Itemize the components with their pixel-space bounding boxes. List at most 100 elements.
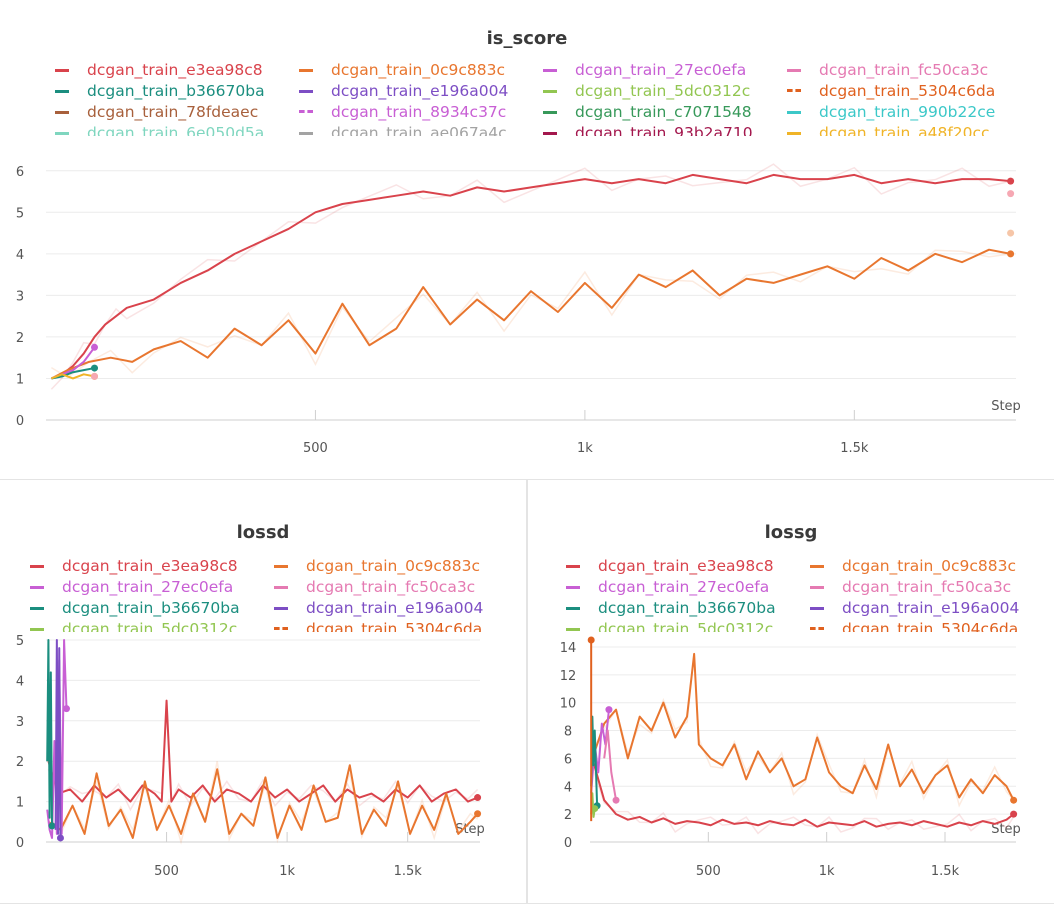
y-tick-label: 14 [560, 641, 577, 656]
series-end-point [605, 706, 613, 714]
legend-swatch [810, 565, 824, 568]
legend-swatch [55, 111, 69, 114]
series-end-point [56, 834, 64, 842]
is-score-chart: 0 1 2 3 4 5 6 500 1k 1.5k Step [16, 163, 1021, 456]
lossd-panel: lossd dcgan_train_e3ea98c8 dcgan_train_0c… [0, 480, 528, 904]
y-tick-label: 0 [564, 836, 572, 851]
legend-swatch [566, 565, 580, 568]
series-end-point [91, 372, 98, 380]
lossg-title: lossg [764, 522, 818, 543]
series-end-point [1010, 810, 1018, 818]
y-tick-label: 5 [16, 206, 24, 221]
lossd-chart: 0 1 2 3 4 5 500 1k 1.5k Step [16, 634, 485, 879]
series-line [51, 173, 1011, 380]
legend-label: dcgan_train_0c9c883c [331, 61, 505, 79]
series-end-point [1007, 250, 1015, 258]
series-end-point [91, 364, 98, 372]
legend-label: dcgan_train_5304c6da [819, 82, 996, 100]
legend-label: dcgan_train_b36670ba [62, 599, 240, 617]
x-axis-label: Step [455, 822, 485, 837]
legend-swatch [810, 586, 824, 589]
series-line [54, 639, 62, 838]
legend-swatch [543, 111, 557, 114]
legend-label: dcgan_train_e3ea98c8 [87, 61, 263, 79]
legend-label: dcgan_train_0c9c883c [306, 557, 480, 575]
y-tick-label: 10 [560, 697, 577, 712]
x-tick-label: 500 [154, 864, 179, 879]
series-raw-trace [591, 653, 1015, 808]
legend-label: dcgan_train_27ec0efa [598, 578, 770, 596]
legend-label: dcgan_train_e196a004 [331, 82, 509, 100]
y-tick-label: 4 [16, 248, 24, 263]
is-score-panel: is_score dcgan_train_e3ea98c8 dcgan_train… [0, 28, 1054, 480]
legend-label: dcgan_train_5304c6da [306, 620, 483, 632]
legend-label: dcgan_train_27ec0efa [575, 61, 747, 79]
legend-swatch [55, 90, 69, 93]
x-tick-label: 500 [696, 864, 721, 879]
legend-swatch [274, 565, 288, 568]
legend-swatch [810, 607, 824, 610]
legend-swatch [299, 69, 313, 72]
y-tick-label: 5 [16, 634, 24, 649]
legend-swatch [566, 628, 580, 631]
lossd-legend: dcgan_train_e3ea98c8 dcgan_train_0c9c883c… [30, 556, 520, 632]
legend-label: dcgan_train_fc50ca3c [306, 578, 476, 596]
series-line [50, 248, 1011, 380]
y-tick-label: 4 [564, 780, 572, 795]
legend-label: dcgan_train_e196a004 [842, 599, 1020, 617]
series-end-point [587, 636, 595, 644]
legend-label: dcgan_train_b36670ba [87, 82, 265, 100]
legend-swatch [30, 565, 44, 568]
is-score-title: is_score [486, 28, 568, 49]
legend-swatch [810, 627, 824, 630]
y-tick-label: 6 [16, 165, 24, 180]
legend-label: dcgan_train_e196a004 [306, 599, 484, 617]
y-tick-label: 0 [16, 836, 24, 851]
legend-swatch [543, 69, 557, 72]
legend-label: dcgan_train_990b22ce [819, 103, 996, 121]
lossg-legend: dcgan_train_e3ea98c8 dcgan_train_0c9c883c… [566, 556, 1051, 632]
series-end-point [91, 343, 98, 351]
series-end-point [1007, 177, 1015, 185]
legend-swatch [299, 90, 313, 93]
y-tick-label: 2 [564, 808, 572, 823]
legend-swatch [299, 110, 313, 113]
legend-label: dcgan_train_b36670ba [598, 599, 776, 617]
y-tick-label: 1 [16, 372, 24, 387]
series-end-point [1007, 190, 1015, 198]
series-end-point [48, 822, 56, 830]
series-end-point [474, 794, 482, 802]
legend-swatch [543, 132, 557, 135]
legend-swatch [55, 132, 69, 135]
legend-label: dcgan_train_fc50ca3c [842, 578, 1012, 596]
series-line [591, 758, 1015, 828]
y-tick-label: 4 [16, 674, 24, 689]
series-end-point [474, 810, 482, 818]
legend-label: dcgan_train_a48f20cc [819, 124, 990, 136]
series-line [51, 373, 95, 380]
legend-swatch [30, 607, 44, 610]
legend-swatch [566, 586, 580, 589]
x-axis-label: Step [991, 399, 1021, 414]
legend-swatch [30, 628, 44, 631]
legend-label: dcgan_train_27ec0efa [62, 578, 234, 596]
x-tick-label: 1k [819, 864, 835, 879]
legend-label: dcgan_train_ae067a4c [331, 124, 507, 136]
legend-label: dcgan_train_0c9c883c [842, 557, 1016, 575]
series-end-point [1010, 796, 1018, 804]
legend-label: dcgan_train_e3ea98c8 [598, 557, 774, 575]
legend-swatch [30, 586, 44, 589]
series-line [51, 367, 95, 380]
y-tick-label: 3 [16, 715, 24, 730]
legend-swatch [787, 69, 801, 72]
lossd-title: lossd [236, 522, 290, 543]
x-tick-label: 500 [303, 441, 328, 456]
series-line [47, 699, 478, 803]
x-tick-label: 1.5k [840, 441, 869, 456]
y-tick-label: 2 [16, 755, 24, 770]
legend-label: dcgan_train_93b2a710 [575, 124, 753, 136]
series-line [603, 729, 618, 801]
lossg-chart: 0 2 4 6 8 10 12 14 500 1k 1.5k Step [560, 636, 1021, 879]
series-end-point [1007, 229, 1015, 237]
legend-swatch [274, 627, 288, 630]
